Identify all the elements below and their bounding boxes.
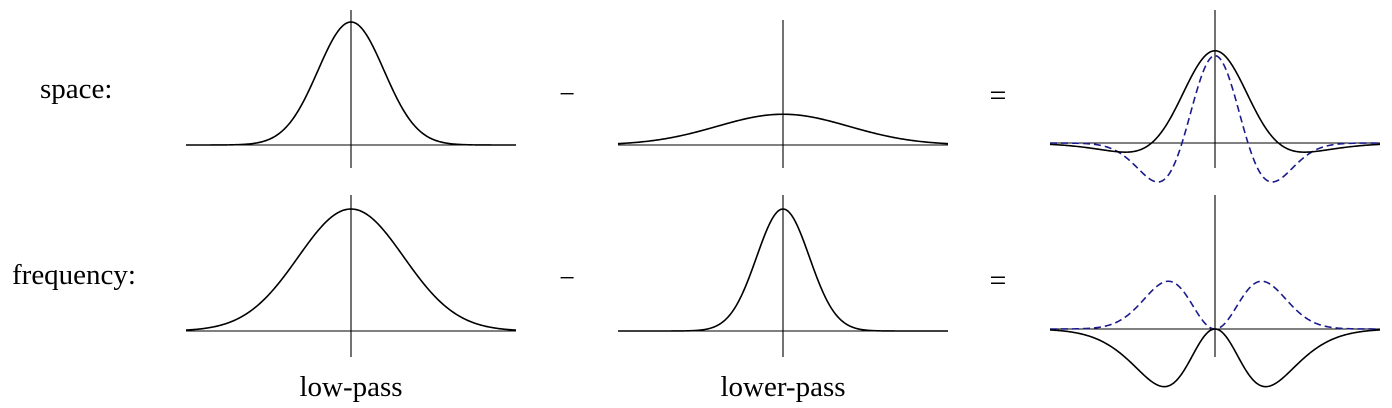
column-label-low-pass: low-pass bbox=[299, 371, 402, 403]
minus-operator-space: − bbox=[559, 79, 575, 110]
filter-curve bbox=[186, 21, 516, 146]
row-label-frequency: frequency: bbox=[12, 259, 136, 291]
filter-curve bbox=[618, 208, 948, 332]
filter-curve bbox=[617, 113, 949, 145]
frequency-lower-pass-plot bbox=[618, 195, 948, 357]
space-low-pass-plot bbox=[186, 10, 516, 168]
minus-operator-frequency: − bbox=[559, 263, 575, 294]
approximation-curve bbox=[1050, 54, 1380, 183]
filter-curve bbox=[1049, 328, 1381, 388]
equals-operator-space: = bbox=[990, 79, 1007, 112]
space-difference-plot bbox=[1049, 10, 1381, 183]
filter-curve bbox=[185, 208, 517, 331]
column-label-lower-pass: lower-pass bbox=[720, 371, 845, 403]
frequency-low-pass-plot bbox=[185, 195, 517, 357]
equals-operator-frequency: = bbox=[990, 264, 1007, 297]
row-label-space: space: bbox=[40, 73, 112, 105]
frequency-difference-plot bbox=[1049, 195, 1381, 388]
filter-curve bbox=[1049, 49, 1381, 153]
space-lower-pass-plot bbox=[617, 20, 949, 168]
